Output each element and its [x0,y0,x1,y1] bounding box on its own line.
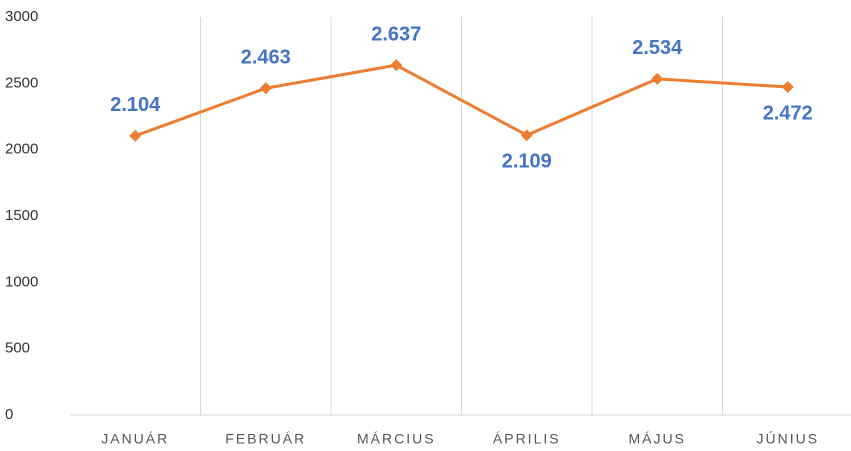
y-tick-label: 3000 [5,8,38,25]
x-tick-label: JANUÁR [101,431,169,447]
data-label: 2.534 [632,37,683,59]
data-label: 2.104 [110,94,161,116]
marker [129,129,142,142]
x-tick-label: MÁJUS [629,431,686,447]
data-label: 2.472 [763,102,813,124]
y-tick-label: 0 [5,406,13,423]
y-tick-label: 2500 [5,74,38,91]
data-label: 2.637 [371,23,421,45]
y-tick-label: 1000 [5,273,38,290]
marker [390,59,403,72]
marker [259,82,272,95]
line [134,63,788,138]
data-label: 2.463 [241,47,291,69]
y-tick-label: 2000 [5,141,38,158]
marker [651,72,664,85]
y-tick-label: 1500 [5,207,38,224]
x-tick-label: ÁPRILIS [493,431,561,447]
marker [520,129,533,142]
marker [781,81,794,94]
x-tick-label: FEBRUÁR [225,431,306,447]
x-tick-label: MÁRCIUS [357,431,436,447]
data-label: 2.109 [502,150,552,172]
x-tick-label: JÚNIUS [756,431,819,447]
y-tick-label: 500 [5,340,30,357]
